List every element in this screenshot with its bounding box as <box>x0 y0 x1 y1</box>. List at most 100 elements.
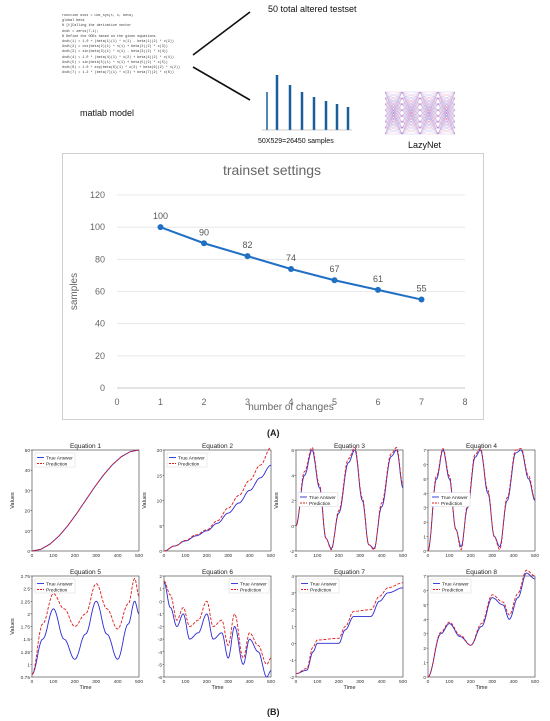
y-tick-label: 2 <box>291 608 294 614</box>
lazynet-edge <box>401 91 421 123</box>
lazynet-edge <box>437 115 456 135</box>
lazynet-edge <box>419 91 439 105</box>
lazynet-edge <box>437 91 456 111</box>
x-axis-label: Time <box>211 685 223 691</box>
lazynet-edge <box>401 91 421 99</box>
x-tick-label: 5 <box>332 397 337 407</box>
lazynet-edge <box>419 91 439 99</box>
x-axis-label: Time <box>475 685 487 691</box>
y-tick-label: 2 <box>423 520 426 526</box>
y-tick-label: 40 <box>25 468 31 474</box>
x-tick-label: 300 <box>224 553 232 559</box>
y-tick-label: 120 <box>90 190 105 200</box>
lazynet-edge <box>384 103 403 135</box>
true-answer-line <box>296 587 404 675</box>
top-diagram <box>192 11 456 135</box>
x-tick-label: 4 <box>288 397 293 407</box>
lazynet-edge <box>437 127 456 135</box>
x-tick-label: 7 <box>419 397 424 407</box>
x-tick-label: 500 <box>267 553 275 559</box>
x-tick-label: 200 <box>335 553 343 559</box>
data-point <box>157 224 164 231</box>
x-tick-label: 100 <box>181 679 189 685</box>
prediction-line <box>163 580 272 665</box>
x-tick-label: 200 <box>203 679 211 685</box>
code-line: function dxdt = ODE_sys(t, x, beta) <box>62 14 134 18</box>
y-axis-label: Values <box>142 492 148 509</box>
y-tick-label: -2 <box>158 625 163 631</box>
y-tick-label: 2.75 <box>21 574 31 580</box>
x-tick-label: 100 <box>49 679 57 685</box>
x-tick-label: 300 <box>224 679 232 685</box>
code-line: % Define the ODEs based on the given equ… <box>62 34 156 39</box>
x-tick-label: 0 <box>295 679 298 685</box>
y-tick-label: 2.25 <box>21 599 31 605</box>
x-axis-label: number of changes <box>248 402 334 413</box>
lazynet-edge <box>401 91 421 105</box>
lazynet-edge <box>437 121 456 135</box>
legend-label: Prediction <box>441 501 463 507</box>
x-tick-label: 100 <box>313 679 321 685</box>
prediction-line <box>427 448 536 552</box>
lazynet-edge <box>419 91 439 135</box>
lazynet-edge <box>437 91 456 123</box>
x-tick-label: 0 <box>31 679 34 685</box>
y-tick-label: -1 <box>158 612 163 618</box>
lazynet-edge <box>401 115 421 135</box>
code-line: dxdt(4) = 1.0 * (beta(4)(1) * x(2) + bet… <box>62 55 174 60</box>
y-tick-label: 4 <box>291 473 294 479</box>
y-tick-label: 20 <box>157 448 163 454</box>
y-tick-label: -2 <box>290 675 295 681</box>
lazynet-label: LazyNet <box>408 140 442 150</box>
legend-box <box>34 452 76 468</box>
data-label: 74 <box>286 253 296 263</box>
y-tick-label: 2 <box>27 612 30 618</box>
x-tick-label: 500 <box>399 679 407 685</box>
y-tick-label: 7 <box>423 448 426 454</box>
y-tick-label: 0.75 <box>21 675 31 681</box>
y-tick-label: 0 <box>291 641 294 647</box>
y-tick-label: -3 <box>158 637 163 643</box>
y-axis-label: Values <box>10 618 16 635</box>
x-tick-label: 1 <box>158 397 163 407</box>
x-tick-label: 400 <box>510 553 518 559</box>
y-tick-label: 1.25 <box>21 650 31 656</box>
y-axis-label: Values <box>10 492 16 509</box>
y-tick-label: 3 <box>291 591 294 597</box>
x-tick-label: 400 <box>378 679 386 685</box>
lazynet-edge <box>419 103 439 135</box>
y-tick-label: 0 <box>159 599 162 605</box>
y-tick-label: 0 <box>100 383 105 393</box>
data-label: 100 <box>153 211 168 221</box>
lazynet-edge <box>401 91 421 111</box>
legend-label: Prediction <box>46 461 68 467</box>
true-answer-line <box>427 572 536 678</box>
lazynet-edge <box>384 91 403 129</box>
y-tick-label: 1 <box>27 662 30 668</box>
lazynet-edge <box>437 91 456 135</box>
panel-title: Equation 5 <box>70 569 101 576</box>
x-tick-label: 200 <box>71 553 79 559</box>
data-point <box>375 286 381 293</box>
lazynet-edge <box>419 91 439 111</box>
y-tick-label: 10 <box>157 499 163 505</box>
code-line: dxdt(3) = sin(beta(3)(1) * x(1) - beta(3… <box>62 50 168 55</box>
x-tick-label: 300 <box>92 679 100 685</box>
testset-label: 50 total altered testset <box>268 4 357 14</box>
y-tick-label: 20 <box>25 509 31 515</box>
lazynet-edge <box>437 91 456 105</box>
arrow-line-test <box>192 11 251 56</box>
panel-title: Equation 7 <box>334 569 365 576</box>
y-tick-label: 20 <box>95 351 105 361</box>
data-point <box>418 296 425 303</box>
y-tick-label: 15 <box>157 473 163 479</box>
x-tick-label: 200 <box>335 679 343 685</box>
lazynet-edge <box>401 109 421 135</box>
legend-label: True Answer <box>310 581 337 587</box>
data-point <box>201 240 207 247</box>
x-tick-label: 0 <box>163 553 166 559</box>
panel-title: Equation 1 <box>70 443 101 450</box>
legend-label: Prediction <box>442 587 464 593</box>
samples-thumbnail <box>262 75 352 131</box>
prediction-line <box>295 446 404 551</box>
